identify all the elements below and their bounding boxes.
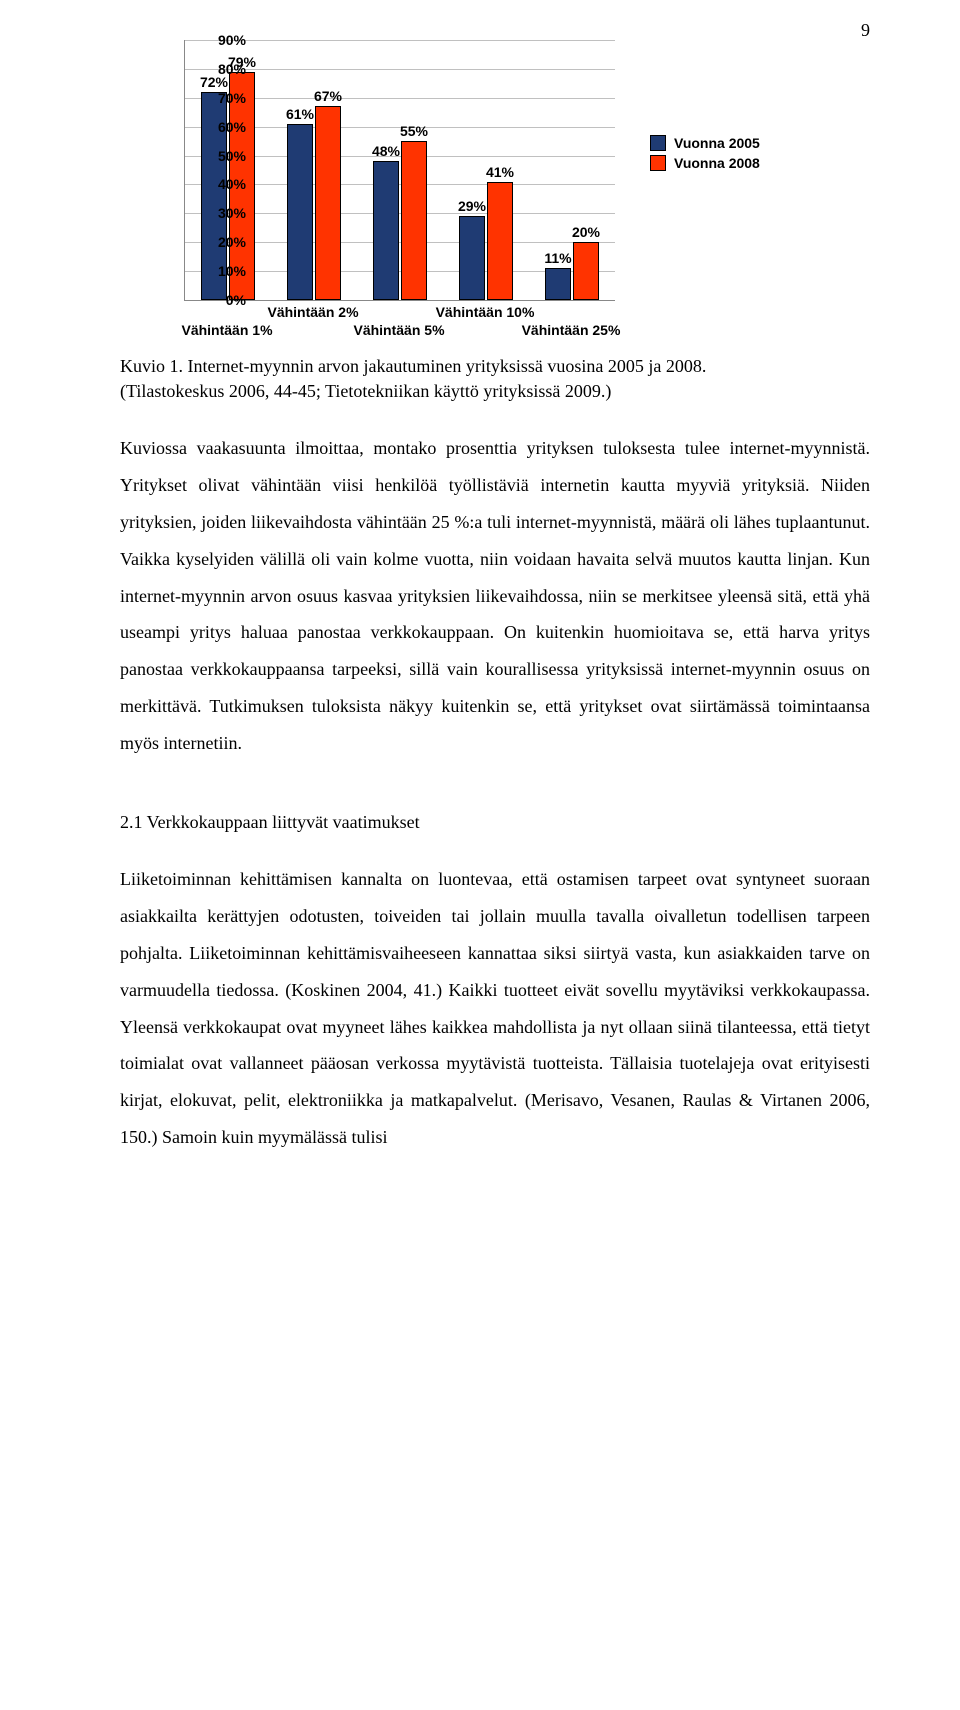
bar-chart: 72%79%61%67%48%55%29%41%11%20%0%10%20%30… [120, 40, 870, 344]
y-tick-label: 0% [196, 292, 246, 308]
bar [315, 106, 341, 300]
figure-caption-line2: (Tilastokeskus 2006, 44-45; Tietotekniik… [120, 381, 870, 402]
bar-value-label: 67% [314, 88, 342, 104]
y-tick-label: 10% [196, 263, 246, 279]
y-tick-label: 70% [196, 90, 246, 106]
gridline [185, 40, 615, 41]
bar [401, 141, 427, 300]
y-tick-label: 80% [196, 61, 246, 77]
bar [573, 242, 599, 300]
y-tick-label: 90% [196, 32, 246, 48]
x-tick-label: Vähintään 2% [267, 304, 358, 320]
legend-item: Vuonna 2008 [650, 155, 760, 171]
y-tick-label: 50% [196, 148, 246, 164]
legend-swatch [650, 155, 666, 171]
x-tick-label: Vähintään 10% [436, 304, 535, 320]
legend-swatch [650, 135, 666, 151]
body-paragraph-1: Kuviossa vaakasuunta ilmoittaa, montako … [120, 430, 870, 762]
y-tick-label: 30% [196, 205, 246, 221]
bar [459, 216, 485, 300]
x-tick-label: Vähintään 25% [522, 322, 621, 338]
legend-item: Vuonna 2005 [650, 135, 760, 151]
bar-value-label: 41% [486, 164, 514, 180]
bar-value-label: 20% [572, 224, 600, 240]
page-number: 9 [861, 20, 870, 41]
x-tick-label: Vähintään 5% [353, 322, 444, 338]
chart-plot-area: 72%79%61%67%48%55%29%41%11%20% [184, 40, 615, 301]
figure-caption-line1: Kuvio 1. Internet-myynnin arvon jakautum… [120, 356, 870, 377]
bar [287, 124, 313, 300]
chart-legend: Vuonna 2005 Vuonna 2008 [650, 135, 760, 175]
bar [487, 182, 513, 300]
bar-value-label: 55% [400, 123, 428, 139]
y-tick-label: 40% [196, 176, 246, 192]
bar-value-label: 61% [286, 106, 314, 122]
legend-label: Vuonna 2008 [674, 155, 760, 171]
y-tick-label: 60% [196, 119, 246, 135]
x-tick-label: Vähintään 1% [181, 322, 272, 338]
y-tick-label: 20% [196, 234, 246, 250]
body-paragraph-2: Liiketoiminnan kehittämisen kannalta on … [120, 861, 870, 1156]
bar [545, 268, 571, 300]
bar [373, 161, 399, 300]
bar-value-label: 29% [458, 198, 486, 214]
section-heading: 2.1 Verkkokauppaan liittyvät vaatimukset [120, 812, 870, 833]
bar-value-label: 48% [372, 143, 400, 159]
bar-value-label: 11% [544, 250, 571, 266]
legend-label: Vuonna 2005 [674, 135, 760, 151]
